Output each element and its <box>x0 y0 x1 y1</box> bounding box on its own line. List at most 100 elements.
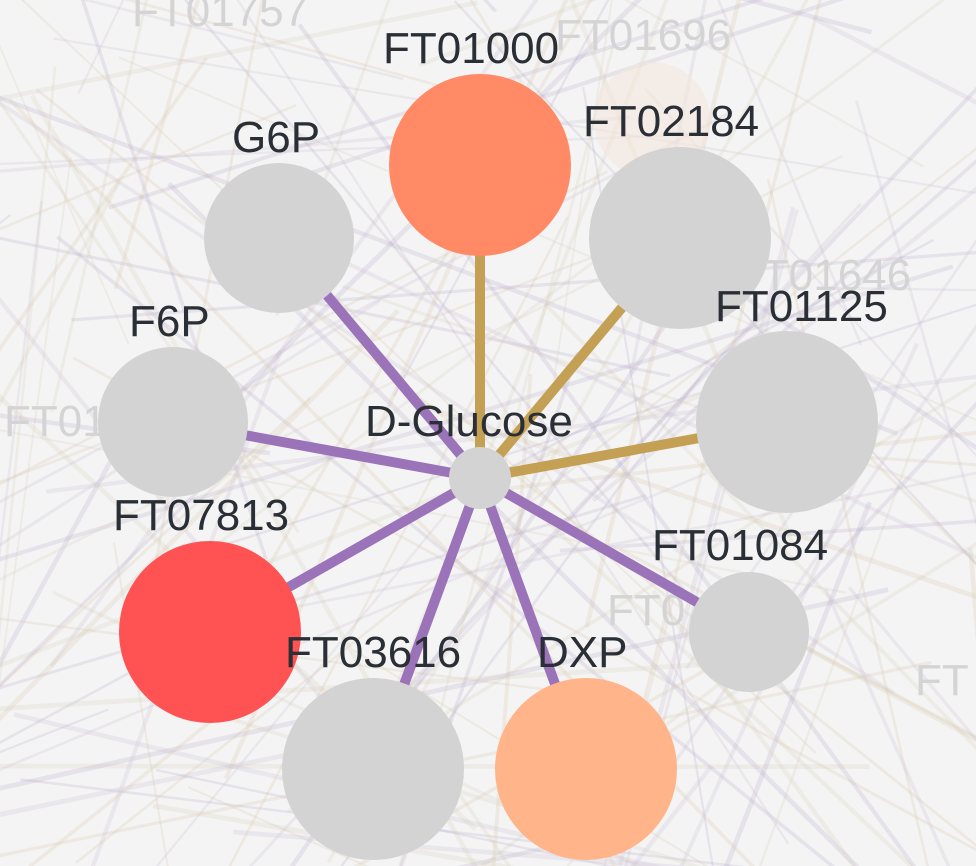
background-edge <box>559 519 976 553</box>
background-edge <box>0 132 703 166</box>
background-edge <box>0 443 122 668</box>
background-edge <box>623 0 924 168</box>
node-label-g6p: G6P <box>232 113 320 162</box>
background-edge <box>224 0 593 643</box>
background-edge <box>967 547 976 644</box>
background-edge <box>647 323 976 802</box>
background-edge <box>0 264 954 562</box>
background-edge <box>124 0 504 105</box>
nodes <box>98 74 878 860</box>
background-edge <box>71 250 976 322</box>
background-edge <box>482 0 498 13</box>
node-label-ft01125: FT01125 <box>715 282 888 331</box>
background-edge <box>281 0 845 185</box>
node-ft02184[interactable] <box>589 147 771 329</box>
node-label-ft01084: FT01084 <box>652 521 828 570</box>
background-edge <box>0 44 130 345</box>
node-ft03616[interactable] <box>282 678 464 860</box>
background-edge <box>0 236 671 378</box>
background-edge <box>333 86 976 766</box>
background-edge <box>113 542 169 866</box>
background-edge <box>228 216 569 866</box>
node-label-ft07813: FT07813 <box>113 491 289 540</box>
background-edge <box>533 507 915 866</box>
background-edge <box>0 396 312 688</box>
node-label-ft02184: FT02184 <box>583 97 759 146</box>
background-edge <box>717 0 863 346</box>
node-ft01084[interactable] <box>689 572 809 692</box>
background-edge <box>723 501 872 866</box>
background-label: FT01757 <box>132 0 308 36</box>
node-g6p[interactable] <box>204 163 354 313</box>
node-label-f6p: F6P <box>129 297 210 346</box>
background-edge <box>199 0 946 559</box>
node-dxp[interactable] <box>495 678 677 860</box>
background-edge <box>770 627 976 743</box>
background-edge <box>0 66 57 639</box>
background-edge <box>0 56 208 352</box>
background-edge <box>766 179 930 866</box>
background-edge <box>75 147 976 864</box>
background-edge <box>811 15 976 105</box>
background-edge <box>552 0 613 381</box>
background-edge <box>847 586 976 743</box>
background-edge <box>0 200 43 561</box>
background-edge <box>0 708 109 754</box>
background-edge <box>21 0 817 754</box>
background-edge <box>543 302 976 751</box>
background-edge <box>0 0 478 101</box>
background-edge <box>0 99 301 534</box>
background-edge <box>0 308 400 722</box>
background-edge <box>180 701 702 866</box>
center-node[interactable] <box>449 447 511 509</box>
background-edge <box>823 587 951 866</box>
background-edge <box>155 512 448 866</box>
background-edge <box>80 0 404 81</box>
background-edge <box>0 494 647 690</box>
background-edge <box>854 99 976 527</box>
background-edge <box>183 0 739 654</box>
background-edge <box>20 778 746 866</box>
background-label: FT0 <box>607 586 685 635</box>
node-f6p[interactable] <box>98 347 248 497</box>
background-edge <box>236 0 790 845</box>
background-edge <box>738 0 873 35</box>
background-edge <box>0 214 11 225</box>
background-edge <box>619 547 976 739</box>
background-edge <box>56 235 836 866</box>
background-edge <box>0 485 204 688</box>
background-edge <box>194 303 976 556</box>
background-edge <box>77 0 125 95</box>
node-ft01000[interactable] <box>389 74 571 256</box>
node-labels: FT01000 FT02184 FT01125 FT01084 DXP FT03616 FT… <box>113 24 888 677</box>
background-edge <box>410 399 976 600</box>
background-edge <box>817 286 976 292</box>
background-edge <box>113 0 201 290</box>
background-edge <box>491 373 533 866</box>
background-label: FT01 <box>4 397 107 446</box>
center-node-label: D-Glucose <box>365 397 573 446</box>
background-edge <box>418 0 598 68</box>
node-ft01125[interactable] <box>696 331 878 513</box>
background-edge <box>0 181 121 408</box>
background-edge <box>0 229 664 484</box>
background-label: FT01696 <box>555 11 731 60</box>
node-label-ft01000: FT01000 <box>383 24 559 73</box>
background-edge <box>0 472 707 772</box>
background-edge <box>237 210 976 560</box>
background-edge <box>0 156 72 687</box>
node-label-ft03616: FT03616 <box>285 628 461 677</box>
background-edge <box>0 104 297 231</box>
node-label-dxp: DXP <box>537 628 627 677</box>
background-edge <box>136 0 264 659</box>
background-edge <box>651 589 857 866</box>
background-edge <box>341 284 976 504</box>
background-edge <box>50 0 149 413</box>
node-ft07813[interactable] <box>119 541 301 723</box>
background-edge <box>0 376 747 669</box>
background-edge <box>758 417 925 866</box>
background-label: FT <box>915 656 969 705</box>
background-edge <box>187 786 369 866</box>
